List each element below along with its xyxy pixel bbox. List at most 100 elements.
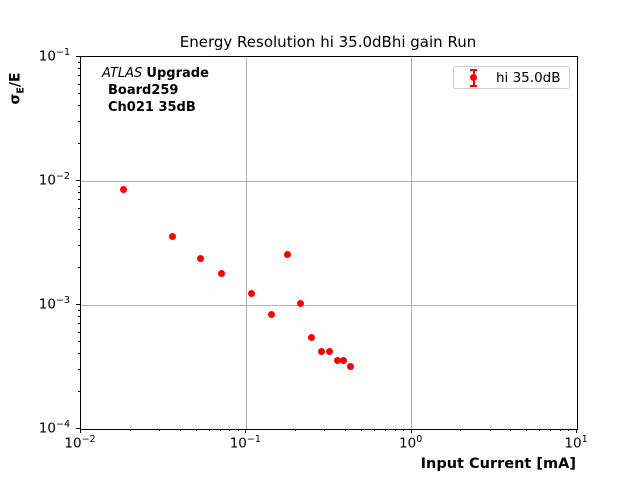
x-gridline	[411, 57, 413, 429]
y-axis-major-tick	[76, 428, 80, 429]
y-gridline	[81, 304, 577, 306]
x-axis-minor-tick	[295, 429, 297, 431]
x-axis-minor-tick	[237, 429, 239, 431]
y-axis-minor-tick	[78, 217, 80, 219]
y-axis-minor-tick	[78, 368, 80, 370]
x-axis-minor-tick	[394, 429, 396, 431]
data-point	[169, 232, 177, 240]
legend: hi 35.0dB	[453, 66, 570, 89]
errorbar-cap-bottom	[470, 84, 477, 87]
y-axis-minor-tick	[78, 229, 80, 231]
data-point	[284, 251, 292, 259]
annotation-block: ATLAS Upgrade Board259 Ch021 35dB	[102, 65, 209, 116]
x-axis-minor-tick	[373, 429, 375, 431]
data-point	[218, 270, 226, 278]
x-axis-major-tick	[410, 429, 412, 433]
data-point	[247, 289, 255, 297]
y-axis-minor-tick	[78, 93, 80, 95]
errorbar-marker-icon	[467, 68, 480, 87]
data-point	[197, 255, 205, 263]
x-axis-tick-label: 101	[564, 434, 588, 452]
y-axis-tick-label: 10−1	[38, 47, 70, 65]
x-axis-minor-tick	[158, 429, 160, 431]
annotation-board: Board259	[108, 83, 179, 98]
y-axis-minor-tick	[78, 341, 80, 343]
y-axis-minor-tick	[78, 331, 80, 333]
y-axis-minor-tick	[78, 142, 80, 144]
x-gridline	[245, 57, 247, 429]
y-axis-minor-tick	[78, 244, 80, 246]
x-axis-major-tick	[245, 429, 247, 433]
y-axis-minor-tick	[78, 266, 80, 268]
x-axis-minor-tick	[403, 429, 405, 431]
annotation-channel: Ch021 35dB	[108, 100, 196, 115]
y-axis-minor-tick	[78, 192, 80, 194]
y-axis-tick-label: 10−2	[38, 171, 70, 189]
data-point	[339, 356, 347, 364]
y-axis-label-sigma: σ	[7, 93, 24, 105]
x-axis-minor-tick	[324, 429, 326, 431]
y-axis-minor-tick	[78, 105, 80, 107]
y-axis-minor-tick	[78, 207, 80, 209]
y-axis-minor-tick	[78, 61, 80, 63]
y-axis-minor-tick	[78, 83, 80, 85]
x-axis-minor-tick	[526, 429, 528, 431]
plot-area	[80, 56, 578, 430]
x-axis-minor-tick	[219, 429, 221, 431]
annotation-upgrade: Upgrade	[146, 66, 209, 81]
data-point	[346, 362, 354, 370]
y-axis-minor-tick	[78, 120, 80, 122]
data-point	[317, 348, 325, 356]
y-axis-minor-tick	[78, 199, 80, 201]
x-axis-major-tick	[80, 429, 81, 433]
x-axis-minor-tick	[489, 429, 491, 431]
x-axis-minor-tick	[385, 429, 387, 431]
x-axis-minor-tick	[559, 429, 561, 431]
x-axis-minor-tick	[344, 429, 346, 431]
x-axis-minor-tick	[360, 429, 362, 431]
y-axis-label-subscript: E	[15, 87, 27, 94]
x-axis-tick-label: 10−1	[229, 434, 261, 452]
x-axis-minor-tick	[539, 429, 541, 431]
y-axis-minor-tick	[78, 75, 80, 77]
y-axis-major-tick	[76, 180, 80, 181]
x-axis-tick-label: 10−2	[64, 434, 96, 452]
annotation-line-1: ATLAS Upgrade	[102, 65, 209, 82]
x-axis-minor-tick	[195, 429, 197, 431]
chart-title: Energy Resolution hi 35.0dBhi gain Run	[179, 33, 477, 51]
y-axis-minor-tick	[78, 323, 80, 325]
y-axis-major-tick	[76, 304, 80, 305]
x-axis-label: Input Current [mA]	[420, 456, 576, 472]
y-axis-tick-label: 10−3	[38, 295, 70, 313]
y-axis-minor-tick	[78, 390, 80, 392]
x-axis-minor-tick	[229, 429, 231, 431]
y-axis-minor-tick	[78, 185, 80, 187]
data-point	[268, 310, 275, 318]
y-axis-minor-tick	[78, 309, 80, 311]
y-gridline	[81, 180, 577, 182]
y-axis-major-tick	[76, 56, 80, 57]
legend-label: hi 35.0dB	[496, 69, 561, 86]
x-axis-minor-tick	[510, 429, 512, 431]
x-axis-minor-tick	[550, 429, 552, 431]
x-axis-minor-tick	[208, 429, 210, 431]
y-axis-minor-tick	[78, 316, 80, 318]
y-axis-tick-label: 10−4	[38, 419, 70, 437]
y-axis-label-rest: /E	[7, 72, 24, 88]
x-axis-tick-label: 100	[399, 434, 423, 452]
x-axis-minor-tick	[129, 429, 131, 431]
annotation-experiment: ATLAS	[102, 66, 143, 81]
data-point	[296, 300, 304, 308]
data-point	[119, 186, 127, 194]
data-point	[334, 356, 341, 364]
y-axis-minor-tick	[78, 353, 80, 355]
errorbar-dot	[470, 74, 477, 81]
x-axis-minor-tick	[568, 429, 570, 431]
x-axis-minor-tick	[179, 429, 181, 431]
data-point	[325, 348, 333, 356]
data-point	[307, 333, 315, 341]
y-axis-minor-tick	[78, 68, 80, 70]
errorbar-cap-top	[470, 68, 477, 71]
y-axis-label: σE/E	[7, 53, 27, 125]
